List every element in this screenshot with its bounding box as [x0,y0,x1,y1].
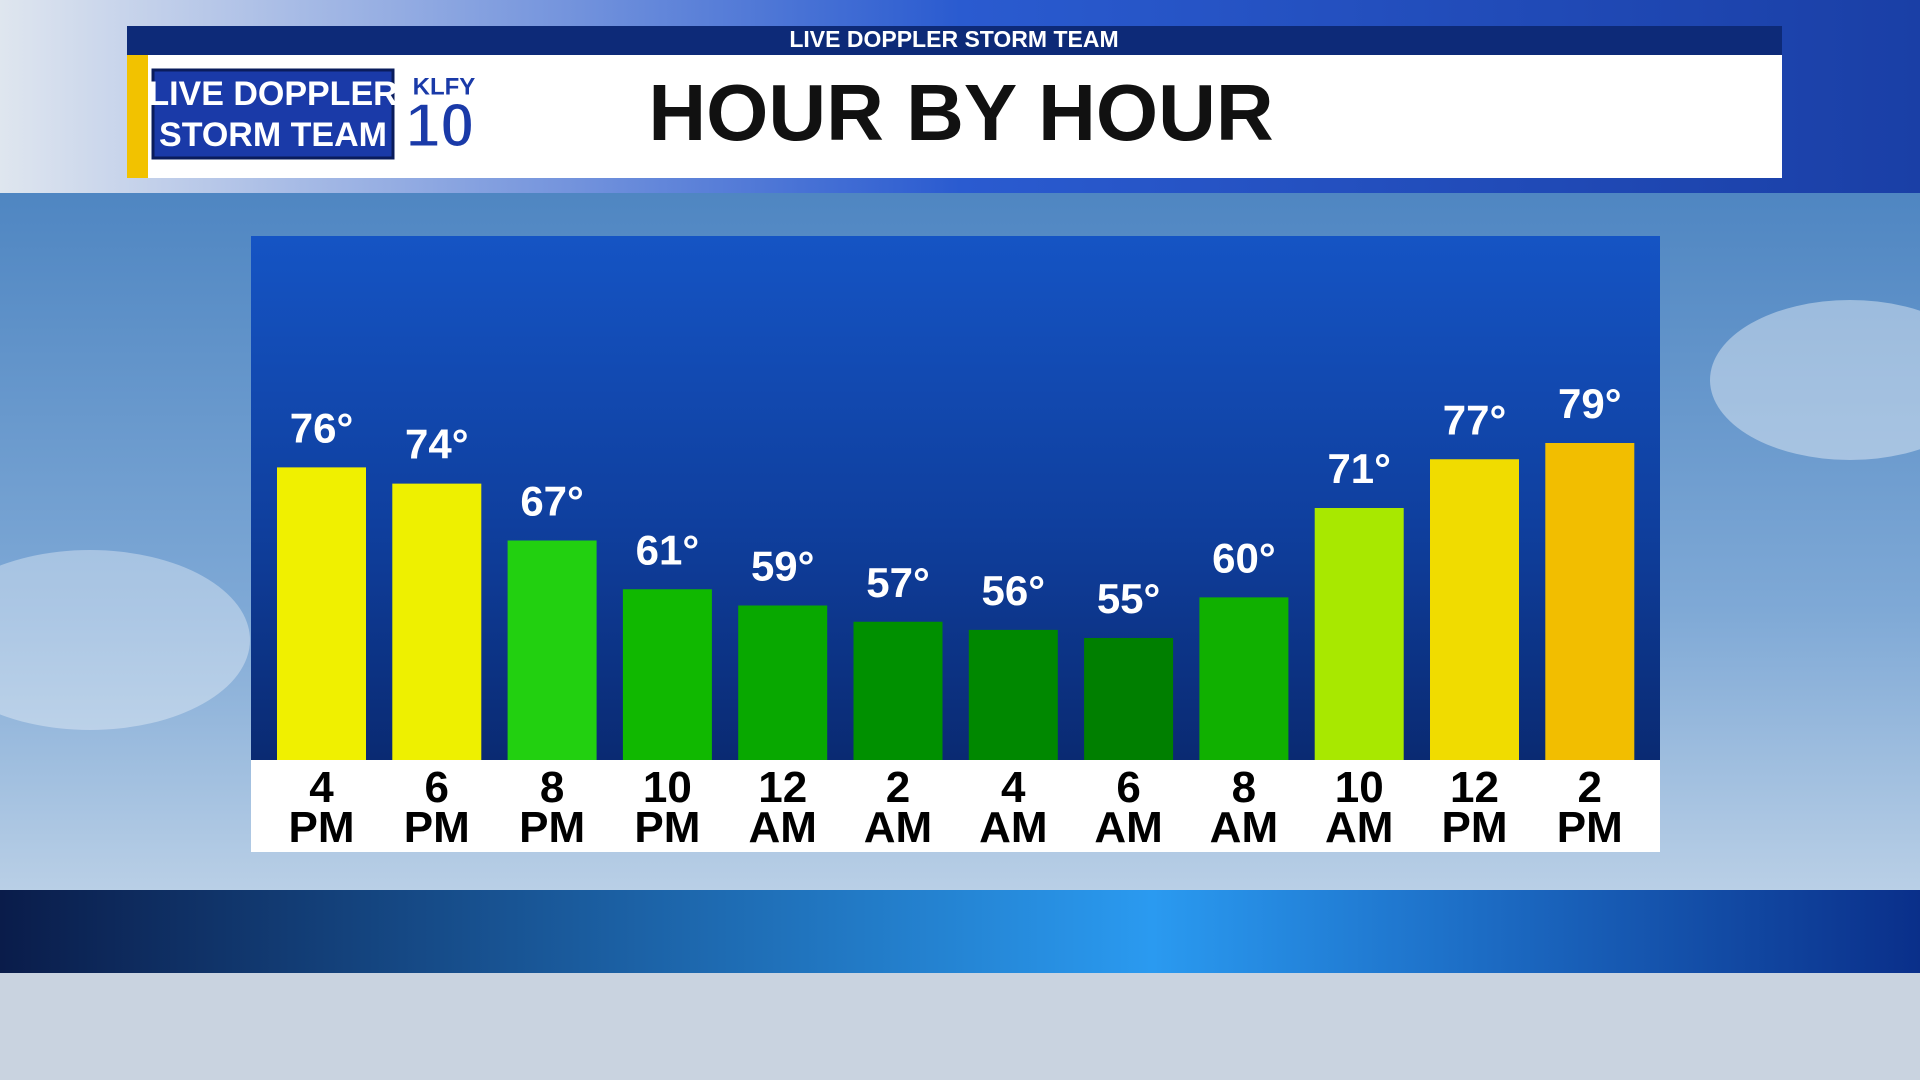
bar [853,621,943,760]
logo-channel: 10 [406,91,475,160]
logo-text: LIVE DOPPLER [148,75,397,113]
header-strip [127,26,1782,55]
label-strip [251,760,1660,852]
bar [277,467,366,760]
chart-panel [251,236,1660,760]
value-label: 56° [982,567,1046,614]
category-line: 6 [425,763,449,812]
category-line: AM [1210,803,1278,852]
bar [1199,597,1289,760]
bar [392,483,482,760]
value-label: 71° [1327,445,1391,492]
bar [1084,638,1174,760]
category-line: AM [979,803,1047,852]
title: HOUR BY HOUR [648,68,1273,157]
bar [1430,459,1519,760]
value-label: 79° [1558,380,1622,427]
category-line: 8 [540,763,564,812]
category-line: PM [404,803,470,852]
header-strip-text: LIVE DOPPLER STORM TEAM [789,26,1118,52]
category-line: PM [1557,803,1623,852]
value-label: 76° [290,404,354,451]
category-line: AM [748,803,816,852]
bar [738,605,828,760]
category-line: AM [1325,803,1393,852]
category-label: 8 PM [519,763,585,852]
category-label: 12 PM [1442,763,1508,852]
category-label: 10 PM [634,763,700,852]
bar [507,540,597,760]
category-label: 6 AM [1094,763,1162,852]
title-accent [127,55,148,178]
category-label: 8 AM [1210,763,1278,852]
value-label: 60° [1212,534,1276,581]
logo-text: STORM TEAM [159,116,387,154]
category-line: PM [519,803,585,852]
bar [1314,508,1404,760]
value-label: 74° [405,421,469,468]
title-bar [127,55,1782,178]
category-label: 6 PM [404,763,470,852]
category-label: 4 PM [289,763,355,852]
category-line: 10 [643,763,692,812]
category-line: PM [634,803,700,852]
category-line: AM [864,803,932,852]
value-label: 55° [1097,575,1161,622]
category-line: 6 [1116,763,1140,812]
logo-station: KLFY [413,73,476,100]
category-line: 2 [1578,763,1602,812]
category-label: 12 AM [748,763,816,852]
bottom-band [0,890,1920,973]
category-line: 4 [1001,763,1026,812]
category-line: 12 [1450,763,1499,812]
bottom-background [0,973,1920,1080]
category-label: 2 AM [864,763,932,852]
cloud [1710,300,1920,460]
bar [968,629,1058,760]
category-line: 8 [1232,763,1256,812]
category-line: 2 [886,763,910,812]
value-label: 61° [636,526,700,573]
value-label: 77° [1443,396,1507,443]
category-line: 4 [309,763,334,812]
cloud [0,550,250,730]
value-label: 57° [866,559,930,606]
category-line: PM [289,803,355,852]
category-label: 2 PM [1557,763,1623,852]
category-line: 10 [1335,763,1384,812]
bar [1545,443,1635,760]
category-line: AM [1094,803,1162,852]
category-line: 12 [758,763,807,812]
value-label: 59° [751,543,815,590]
category-line: PM [1442,803,1508,852]
category-label: 4 AM [979,763,1047,852]
logo-box [151,68,395,160]
bar [622,589,712,760]
value-label: 67° [520,478,584,525]
category-label: 10 AM [1325,763,1393,852]
